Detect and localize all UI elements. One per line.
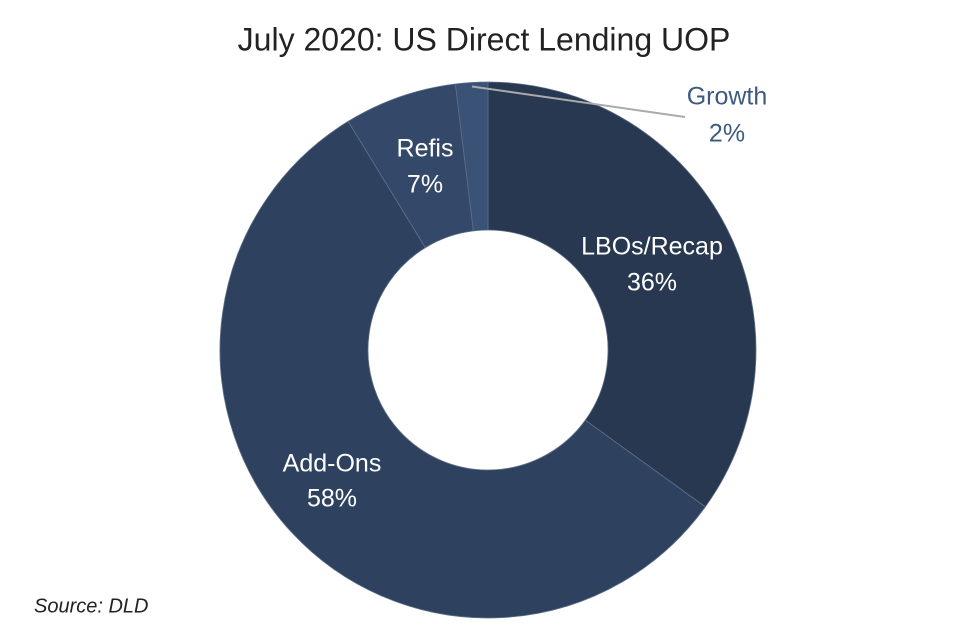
value-label: 58% (307, 485, 357, 513)
source-note: Source: DLD (34, 595, 149, 617)
pie-slice (219, 120, 706, 619)
value-label: 7% (407, 171, 443, 199)
value-label: 2% (709, 120, 745, 148)
pie-slice (454, 81, 489, 232)
chart-title: July 2020: US Direct Lending UOP (238, 21, 731, 57)
slice-label: Growth (687, 83, 768, 111)
leader-line (471, 85, 686, 118)
pie-slice (487, 81, 757, 508)
value-label: 36% (627, 269, 677, 297)
slice-label: LBOs/Recap (581, 233, 723, 261)
slice-label: Refis (397, 135, 454, 163)
slice-label: Add-Ons (283, 450, 382, 478)
